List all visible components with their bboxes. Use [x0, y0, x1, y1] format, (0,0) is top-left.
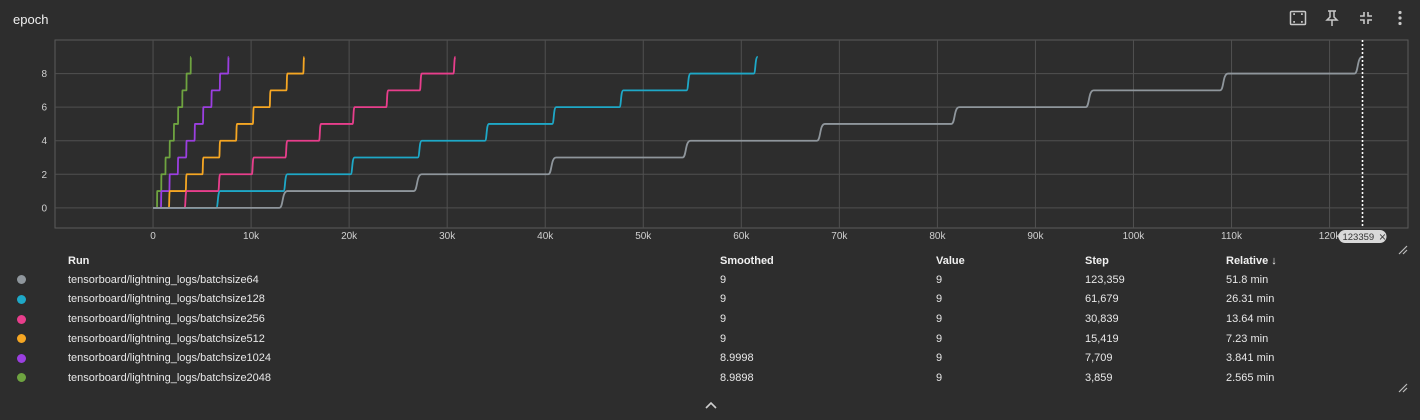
runs-table: Run Smoothed Value Step Relative ↓ tensor…: [0, 252, 1420, 388]
table-header-row: Run Smoothed Value Step Relative ↓: [0, 252, 1420, 270]
value: 9: [936, 293, 943, 306]
value: 9: [936, 273, 943, 286]
run-name: tensorboard/lightning_logs/batchsize2048: [68, 371, 272, 384]
table-row: tensorboard/lightning_logs/batchsize64 9…: [0, 270, 1420, 290]
fit-domain-icon: [1289, 9, 1307, 32]
x-tick-label: 10k: [243, 231, 260, 242]
smoothed-value: 9: [720, 332, 727, 345]
x-tick-label: 70k: [831, 231, 848, 242]
collapse-icon: [1357, 9, 1375, 32]
x-tick-label: 100k: [1123, 231, 1146, 242]
header-run[interactable]: Run: [68, 255, 90, 267]
series-line: [153, 55, 759, 209]
smoothed-value: 8.9898: [720, 371, 754, 384]
header-relative-label: Relative: [1226, 255, 1269, 267]
relative-time: 13.64 min: [1226, 312, 1275, 325]
step-cursor-chip[interactable]: [1338, 230, 1387, 243]
fit-domain-button[interactable]: [1286, 9, 1310, 31]
run-name: tensorboard/lightning_logs/batchsize1024: [68, 352, 272, 365]
step-cursor-label: 123359: [1342, 232, 1374, 243]
table-row: tensorboard/lightning_logs/batchsize2048…: [0, 368, 1420, 388]
x-tick-label: 50k: [635, 231, 652, 242]
chart-resize-icon[interactable]: [1398, 242, 1408, 255]
expand-button[interactable]: [703, 398, 719, 412]
relative-time: 26.31 min: [1226, 293, 1275, 306]
step: 3,859: [1085, 371, 1113, 384]
smoothed-value: 9: [720, 293, 727, 306]
series-line: [153, 55, 192, 209]
header-smoothed[interactable]: Smoothed: [720, 255, 774, 267]
run-color-dot: [17, 294, 26, 304]
relative-time: 2.565 min: [1226, 371, 1275, 384]
relative-time: 51.8 min: [1226, 273, 1269, 286]
y-tick-label: 2: [41, 170, 47, 181]
value: 9: [936, 312, 943, 325]
x-tick-label: 0: [150, 231, 156, 242]
x-tick-label: 60k: [733, 231, 750, 242]
plot-frame: [54, 39, 1409, 229]
run-color-dot: [17, 275, 26, 285]
x-tick-label: 90k: [1027, 231, 1044, 242]
step: 61,679: [1085, 293, 1119, 306]
pin-card-button[interactable]: [1320, 9, 1344, 31]
table-row: tensorboard/lightning_logs/batchsize128 …: [0, 290, 1420, 310]
y-tick-label: 6: [41, 103, 47, 114]
run-color-dot: [17, 334, 26, 344]
series-line: [153, 55, 230, 209]
value: 9: [936, 332, 943, 345]
step: 15,419: [1085, 332, 1119, 345]
relative-time: 7.23 min: [1226, 332, 1269, 345]
line-chart[interactable]: 0 10k 20k 30k 40k 50k 60k 70k 80k 90k 100k 110k 120k…: [0, 0, 1420, 250]
more-menu-button[interactable]: [1388, 9, 1412, 31]
series-line: [153, 55, 1363, 209]
table-row: tensorboard/lightning_logs/batchsize512 …: [0, 329, 1420, 349]
x-tick-label: 40k: [537, 231, 554, 242]
sort-desc-icon: ↓: [1271, 255, 1277, 267]
series-line: [153, 55, 457, 209]
run-color-dot: [17, 353, 26, 363]
run-name: tensorboard/lightning_logs/batchsize256: [68, 312, 265, 325]
run-name: tensorboard/lightning_logs/batchsize512: [68, 332, 265, 345]
header-step[interactable]: Step: [1085, 255, 1109, 267]
run-name: tensorboard/lightning_logs/batchsize128: [68, 293, 265, 306]
run-name: tensorboard/lightning_logs/batchsize64: [68, 273, 259, 286]
x-tick-label: 110k: [1221, 231, 1243, 242]
y-tick-label: 8: [41, 69, 47, 80]
y-tick-label: 4: [41, 136, 47, 147]
run-color-dot: [17, 314, 26, 324]
smoothed-value: 9: [720, 273, 727, 286]
pin-icon: [1323, 9, 1341, 32]
card-title: epoch: [13, 12, 49, 27]
table-row: tensorboard/lightning_logs/batchsize256 …: [0, 309, 1420, 329]
relative-time: 3.841 min: [1226, 352, 1275, 365]
header-value[interactable]: Value: [936, 255, 965, 267]
series-line: [153, 55, 306, 209]
header-relative[interactable]: Relative ↓: [1226, 252, 1420, 270]
table-resize-icon[interactable]: [1398, 380, 1408, 393]
run-color-dot: [17, 373, 26, 383]
value: 9: [936, 352, 943, 365]
card-toolbar: [1286, 9, 1412, 31]
more-vert-icon: [1391, 9, 1409, 32]
close-icon[interactable]: ×: [1378, 232, 1386, 243]
x-tick-label: 30k: [439, 231, 456, 242]
smoothed-value: 8.9998: [720, 352, 754, 365]
x-tick-label: 120k: [1319, 231, 1342, 242]
x-tick-label: 20k: [341, 231, 358, 242]
value: 9: [936, 371, 943, 384]
step: 7,709: [1085, 352, 1113, 365]
step: 30,839: [1085, 312, 1119, 325]
x-tick-label: 80k: [929, 231, 946, 242]
table-row: tensorboard/lightning_logs/batchsize1024…: [0, 348, 1420, 368]
chevron-up-icon: [703, 399, 719, 416]
y-tick-label: 0: [41, 203, 47, 214]
toggle-size-button[interactable]: [1354, 9, 1378, 31]
smoothed-value: 9: [720, 312, 727, 325]
step: 123,359: [1085, 273, 1125, 286]
